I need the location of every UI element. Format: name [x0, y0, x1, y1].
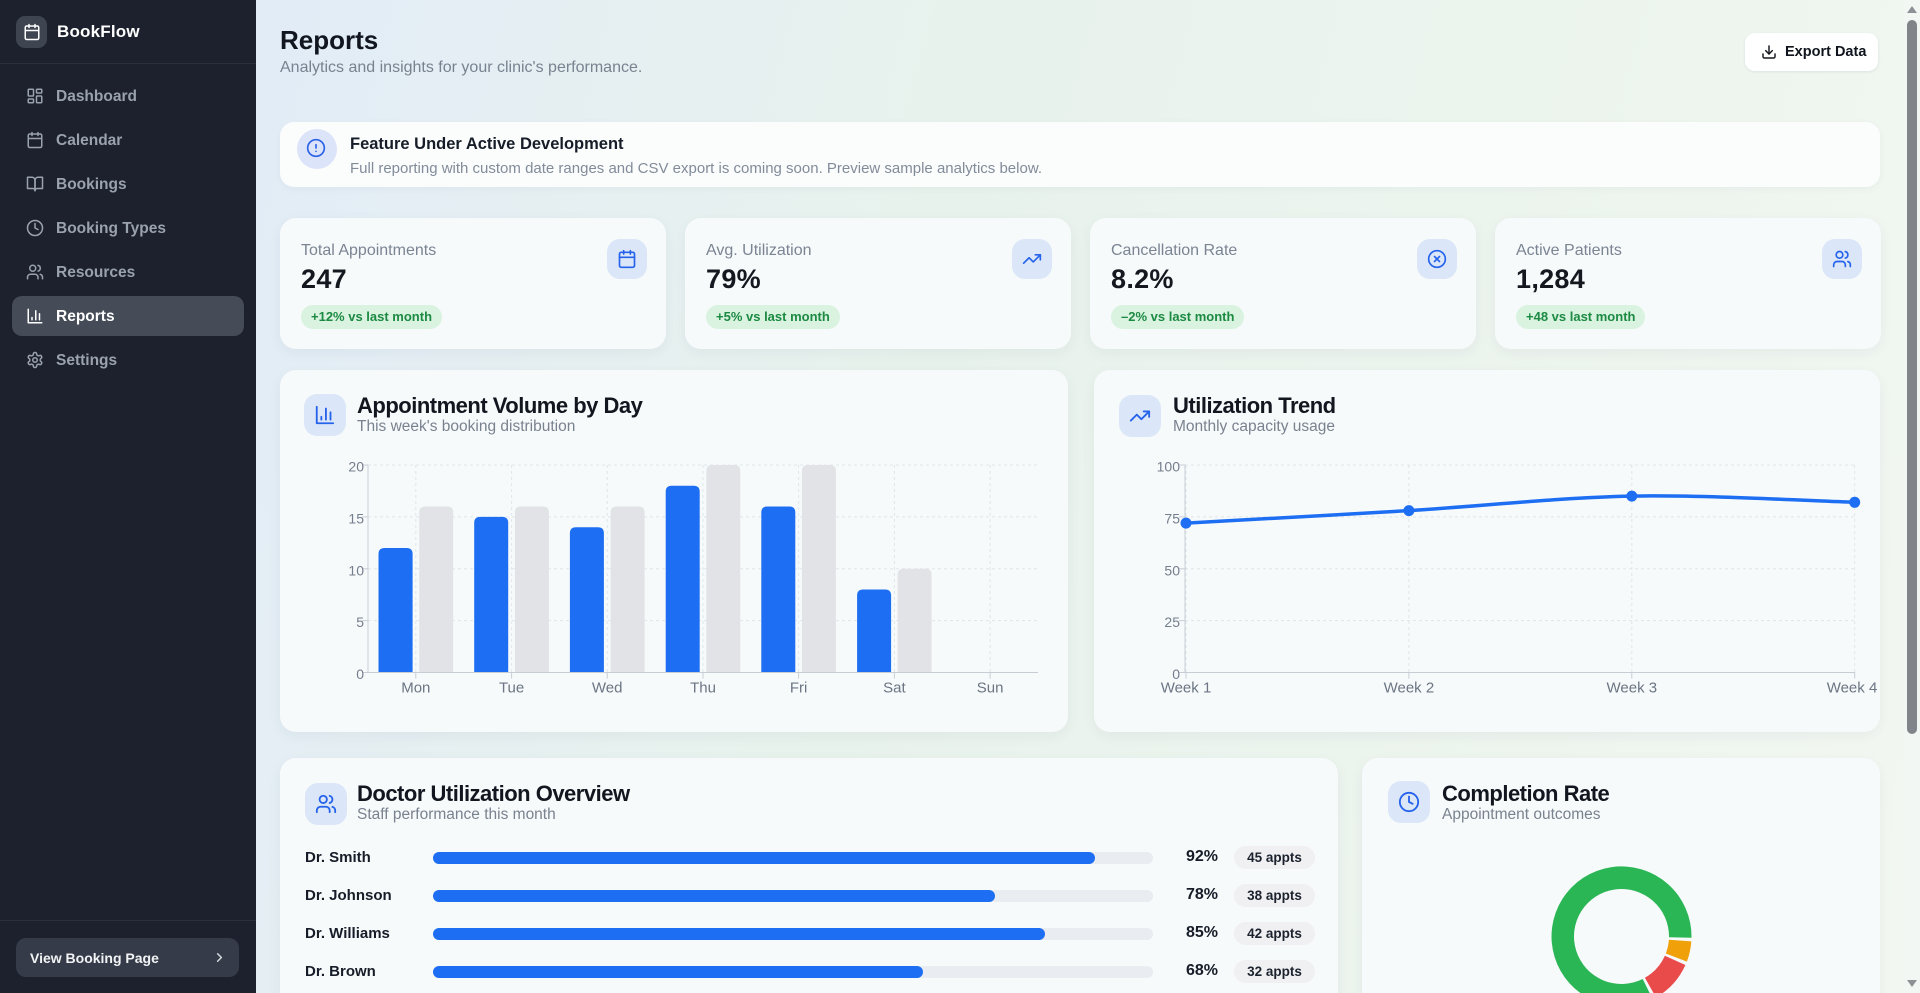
svg-text:100: 100	[1157, 459, 1181, 475]
svg-text:Thu: Thu	[690, 680, 716, 697]
svg-text:Wed: Wed	[592, 680, 623, 697]
svg-text:Tue: Tue	[499, 680, 524, 697]
svg-text:Week 4: Week 4	[1827, 680, 1878, 697]
svg-text:0: 0	[356, 666, 364, 682]
svg-text:25: 25	[1164, 614, 1180, 630]
svg-text:Week 1: Week 1	[1161, 680, 1212, 697]
svg-text:Sat: Sat	[883, 680, 906, 697]
svg-text:5: 5	[356, 614, 364, 630]
svg-text:15: 15	[348, 510, 364, 526]
svg-text:75: 75	[1164, 510, 1180, 526]
svg-text:Fri: Fri	[790, 680, 808, 697]
svg-text:Sun: Sun	[977, 680, 1004, 697]
svg-text:10: 10	[348, 562, 364, 578]
svg-text:50: 50	[1164, 562, 1180, 578]
svg-text:20: 20	[348, 459, 364, 475]
svg-text:0: 0	[1172, 666, 1180, 682]
svg-text:Mon: Mon	[401, 680, 430, 697]
svg-text:Week 2: Week 2	[1384, 680, 1435, 697]
svg-text:Week 3: Week 3	[1607, 680, 1658, 697]
